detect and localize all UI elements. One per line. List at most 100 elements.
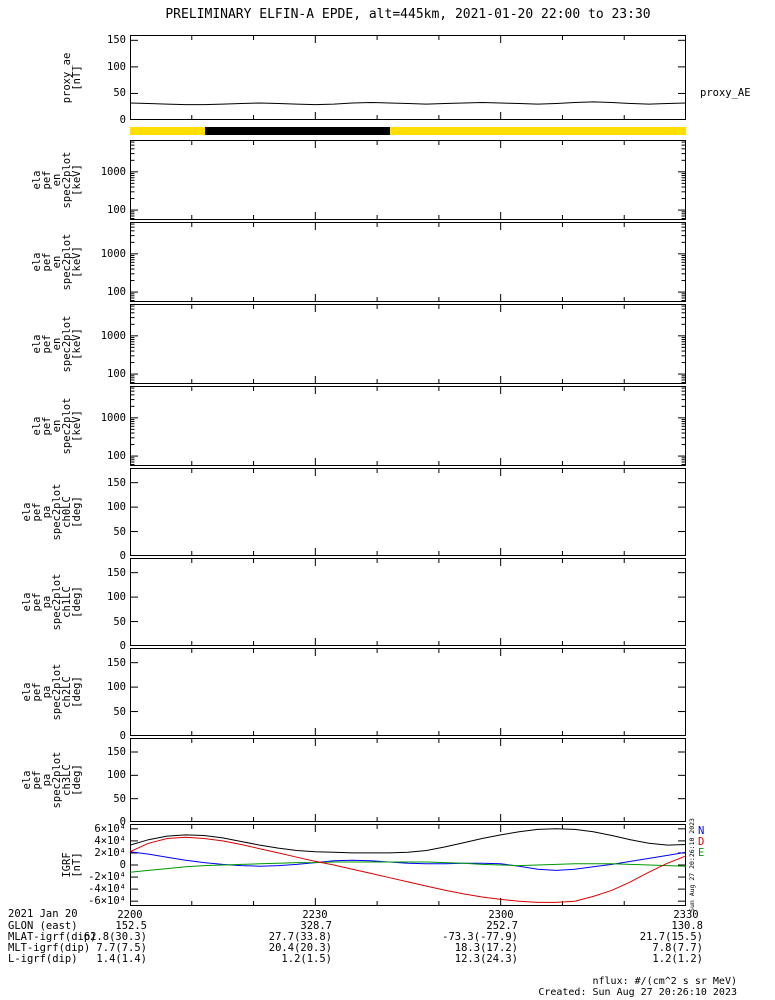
y-tick-label: -2×10⁴ <box>88 871 126 884</box>
series-right-label: proxy_AE <box>700 87 751 99</box>
panel-ylabel-pa_spec_ch2: ela pef pa spec2plot ch2LC [deg] <box>21 663 83 721</box>
zone-segment <box>390 127 686 135</box>
panel-ylabel-en_spec_ch0: ela pef en spec2plot [keV] <box>31 151 83 209</box>
date-label: 2021 Jan 20 <box>8 908 78 920</box>
series-N <box>129 851 687 871</box>
y-tick-label: 50 <box>113 792 126 805</box>
panel-igrf <box>129 824 687 906</box>
y-tick-label: 0 <box>119 640 126 652</box>
y-tick-label: 50 <box>113 87 126 100</box>
annotation-value: 1.4(1.4) <box>96 953 147 965</box>
y-tick-label: 150 <box>107 656 126 669</box>
panel-science_zone_bar <box>130 127 686 135</box>
y-tick-label: 150 <box>107 746 126 758</box>
annotation-value: 7.7(7.5) <box>96 942 147 954</box>
annotation-value: 20.4(20.3) <box>268 942 332 954</box>
annotation-value: 130.8 <box>671 920 703 932</box>
y-tick-label: 100 <box>107 501 126 514</box>
en_spec_ch2-plot <box>130 304 686 384</box>
annotation-value: 1.2(1.2) <box>652 953 703 965</box>
side-timestamp: Sun Aug 27 20:26:10 2023 <box>688 818 696 912</box>
y-tick-label: 100 <box>107 769 126 782</box>
y-tick-label: 4×10⁴ <box>94 834 126 847</box>
y-tick-label: 50 <box>113 525 126 538</box>
series-D <box>129 836 687 903</box>
panel-pa_spec_ch2 <box>130 648 686 737</box>
y-tick-label: 1000 <box>100 329 126 342</box>
y-tick-label: 0 <box>119 859 126 871</box>
y-tick-label: 0 <box>119 550 126 562</box>
igrf-plot <box>129 824 687 906</box>
x-tick-label: 2200 <box>117 909 143 921</box>
panel-pa_spec_ch3 <box>130 738 686 823</box>
annotation-value: 62.8(30.3) <box>83 931 147 943</box>
panel-proxy_ae <box>129 35 687 121</box>
annotation-row-label: GLON (east) <box>8 920 78 932</box>
annotation-value: 1.2(1.5) <box>281 953 332 965</box>
annotation-value: 18.3(17.2) <box>454 942 518 954</box>
y-tick-label: 150 <box>107 34 126 47</box>
panel-pa_spec_ch1 <box>130 558 686 647</box>
legend-letter-D: D <box>698 836 705 848</box>
y-tick-label: 0 <box>119 816 126 828</box>
x-tick-label: 2230 <box>302 909 328 921</box>
series-proxy_AE <box>129 101 687 106</box>
panel-ylabel-en_spec_ch3: ela pef en spec2plot [keV] <box>31 397 83 455</box>
panel-en_spec_ch2 <box>130 304 686 384</box>
panel-en_spec_ch3 <box>130 386 686 466</box>
pa_spec_ch0-plot <box>130 468 686 557</box>
annotation-value: 27.7(33.8) <box>268 931 332 943</box>
panel-ylabel-en_spec_ch1: ela pef en spec2plot [keV] <box>31 233 83 291</box>
y-tick-label: 100 <box>107 591 126 604</box>
y-tick-label: -6×10⁴ <box>88 895 126 908</box>
panel-ylabel-pa_spec_ch3: ela pef pa spec2plot ch3LC [deg] <box>21 751 83 809</box>
y-tick-label: 6×10⁴ <box>94 822 126 835</box>
series-E <box>129 861 687 873</box>
plot-title: PRELIMINARY ELFIN-A EPDE, alt=445km, 202… <box>165 7 651 22</box>
annotation-value: -73.3(-77.9) <box>442 931 518 943</box>
pa_spec_ch2-plot <box>130 648 686 737</box>
annotation-value: 7.8(7.7) <box>652 942 703 954</box>
en_spec_ch3-plot <box>130 386 686 466</box>
panel-ylabel-proxy_ae: proxy_ae [nT] <box>61 52 83 103</box>
y-tick-label: 0 <box>119 114 126 126</box>
y-tick-label: 50 <box>113 615 126 628</box>
panel-ylabel-pa_spec_ch0: ela pef pa spec2plot ch0LC [deg] <box>21 483 83 541</box>
legend-letter-N: N <box>698 825 705 837</box>
proxy_ae-plot <box>129 35 687 121</box>
y-tick-label: 1000 <box>100 247 126 260</box>
y-tick-label: 150 <box>107 476 126 489</box>
zone-segment <box>204 127 391 135</box>
y-tick-label: 100 <box>107 681 126 694</box>
annotation-value: 21.7(15.5) <box>639 931 703 943</box>
series-Btotal <box>129 828 687 854</box>
annotation-value: 252.7 <box>486 920 518 932</box>
y-tick-label: 100 <box>107 60 126 73</box>
en_spec_ch1-plot <box>130 222 686 302</box>
en_spec_ch0-plot <box>130 140 686 220</box>
y-tick-label: -4×10⁴ <box>88 883 126 896</box>
panel-ylabel-en_spec_ch2: ela pef en spec2plot [keV] <box>31 315 83 373</box>
y-tick-label: 100 <box>107 286 126 299</box>
pa_spec_ch3-plot <box>130 738 686 823</box>
annotation-value: 152.5 <box>115 920 147 932</box>
y-tick-label: 0 <box>119 730 126 742</box>
pa_spec_ch1-plot <box>130 558 686 647</box>
nflux-units-note: nflux: #/(cm^2 s sr MeV) <box>592 976 738 987</box>
legend-letter-E: E <box>698 847 705 859</box>
y-tick-label: 100 <box>107 450 126 463</box>
panel-pa_spec_ch0 <box>130 468 686 557</box>
x-tick-label: 2330 <box>673 909 699 921</box>
panel-en_spec_ch0 <box>130 140 686 220</box>
zone-segment <box>130 127 205 135</box>
y-tick-label: 150 <box>107 566 126 579</box>
annotation-row-label: MLT-igrf(dip) <box>8 942 91 954</box>
x-tick-label: 2300 <box>488 909 514 921</box>
annotation-value: 328.7 <box>300 920 332 932</box>
panel-en_spec_ch1 <box>130 222 686 302</box>
panel-ylabel-igrf: IGRF [nT] <box>61 852 83 878</box>
created-timestamp: Created: Sun Aug 27 20:26:10 2023 <box>538 987 737 998</box>
panel-ylabel-pa_spec_ch1: ela pef pa spec2plot ch1LC [deg] <box>21 573 83 631</box>
annotation-row-label: MLAT-igrf(dip) <box>8 931 97 943</box>
